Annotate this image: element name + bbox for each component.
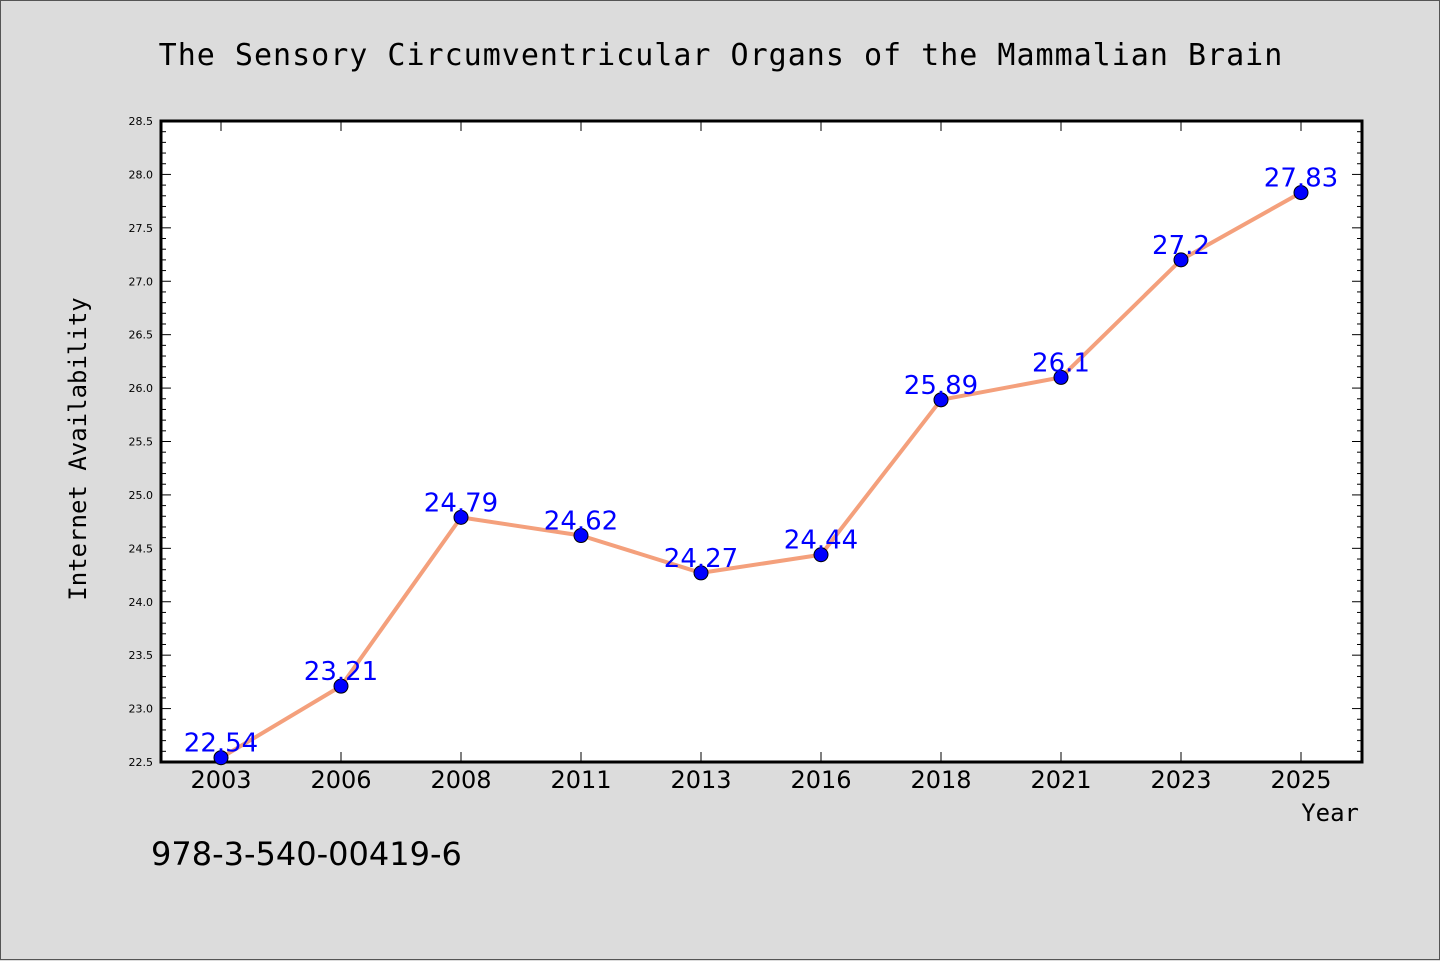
y-tick-label: 27.0 [129, 275, 154, 288]
x-tick-label: 2025 [1270, 766, 1331, 794]
y-tick-label: 27.5 [129, 222, 154, 235]
x-tick-label: 2011 [550, 766, 611, 794]
y-tick-label: 22.5 [129, 756, 154, 769]
data-point [1173, 252, 1189, 268]
y-tick-label: 28.5 [129, 115, 154, 128]
x-tick-label: 2003 [190, 766, 251, 794]
y-tick-label: 24.0 [129, 596, 154, 609]
data-label: 24.44 [784, 526, 858, 556]
x-tick-label: 2023 [1150, 766, 1211, 794]
x-axis-label: Year [1301, 799, 1359, 827]
data-label: 26.1 [1032, 348, 1090, 378]
data-point [453, 509, 469, 525]
data-point [573, 528, 589, 544]
data-label: 27.83 [1264, 164, 1338, 194]
data-point [333, 678, 349, 694]
x-tick-label: 2016 [790, 766, 851, 794]
y-tick-label: 25.0 [129, 489, 154, 502]
data-point [693, 565, 709, 581]
y-tick-label: 26.0 [129, 382, 154, 395]
y-tick-label: 28.0 [129, 168, 154, 181]
x-tick-label: 2018 [910, 766, 971, 794]
data-point [213, 750, 229, 766]
data-point [933, 392, 949, 408]
chart-title: The Sensory Circumventricular Organs of … [159, 38, 1284, 73]
y-tick-label: 26.5 [129, 329, 154, 342]
data-label: 23.21 [304, 657, 378, 687]
data-label: 24.79 [424, 488, 498, 518]
data-label: 22.54 [184, 729, 258, 759]
x-tick-label: 2008 [430, 766, 491, 794]
series-line [219, 190, 1302, 760]
data-label: 27.2 [1152, 231, 1210, 261]
data-label: 25.89 [904, 371, 978, 401]
x-axis: 2003 2006 2008 2011 2013 2016 2018 2021 2023 2025 [190, 121, 1332, 794]
x-tick-label: 2021 [1030, 766, 1091, 794]
x-tick-label: 2013 [670, 766, 731, 794]
y-axis-label: Internet Availability [64, 297, 92, 600]
data-point [1293, 185, 1309, 201]
x-tick-label: 2006 [310, 766, 371, 794]
series-layer: 22.54 23.21 24.79 24.62 24.27 24.44 25.89 26.1 2… [184, 164, 1338, 766]
y-tick-label: 25.5 [129, 436, 154, 449]
y-axis: 22.5 23.0 23.5 24.0 24.5 25.0 25.5 26.0 26.5 27.0… [129, 115, 1362, 769]
data-label: 24.27 [664, 544, 738, 574]
y-tick-label: 23.5 [129, 649, 154, 662]
y-tick-label: 23.0 [129, 703, 154, 716]
data-point [1053, 369, 1069, 385]
data-label: 24.62 [544, 507, 618, 537]
data-point [813, 547, 829, 563]
isbn-text: 978-3-540-00419-6 [151, 835, 462, 873]
y-tick-label: 24.5 [129, 542, 154, 555]
